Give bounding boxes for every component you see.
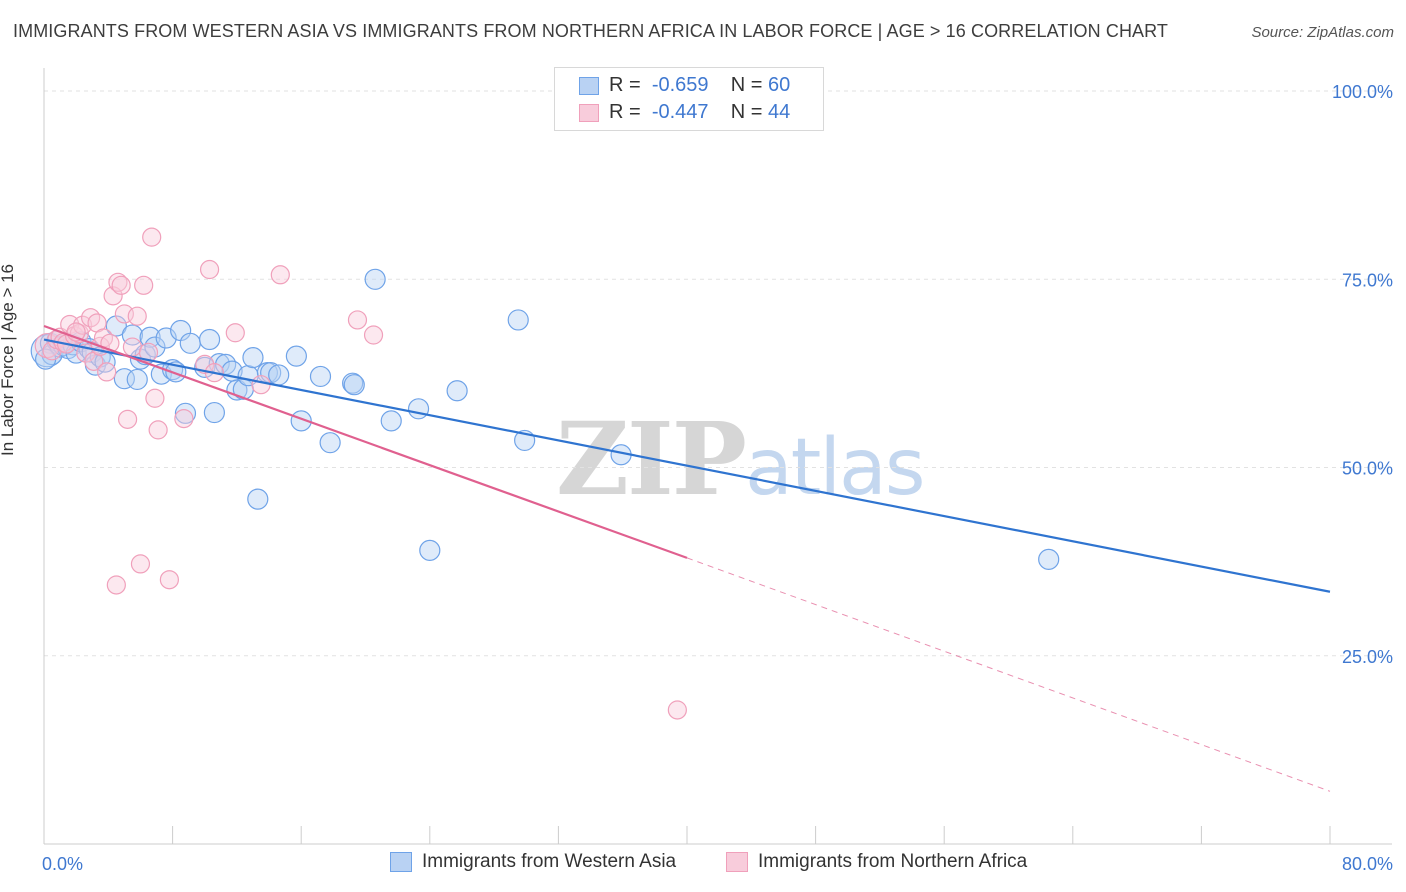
y-tick-label: 50.0% (1342, 459, 1393, 479)
bottom-legend-western-asia: Immigrants from Western Asia (390, 851, 676, 873)
legend-n-label: N = (730, 74, 763, 96)
point-northern-africa (122, 337, 143, 357)
point-western-asia (174, 402, 197, 424)
legend-row-western-asia: R = -0.659 N = 60 (579, 74, 790, 100)
bottom-legend-swatch-northern-africa (726, 851, 748, 872)
y-tick-label: 75.0% (1342, 270, 1393, 290)
point-northern-africa (159, 570, 179, 590)
point-western-asia (203, 401, 225, 424)
point-northern-africa (138, 342, 159, 362)
point-northern-africa (363, 325, 384, 345)
legend-r-value-northern-africa: -0.447 (651, 101, 709, 123)
point-western-asia (105, 315, 127, 337)
point-western-asia (139, 326, 161, 348)
point-western-asia (247, 488, 269, 510)
point-western-asia (407, 398, 430, 420)
legend-n-value-western-asia: 60 (768, 74, 791, 96)
point-northern-africa (117, 409, 138, 429)
legend-r-value-western-asia: -0.659 (651, 74, 709, 96)
chart-title: IMMIGRANTS FROM WESTERN ASIA VS IMMIGRAN… (13, 21, 1169, 41)
bottom-legend-northern-africa: Immigrants from Northern Africa (726, 851, 1027, 873)
point-western-asia (226, 379, 248, 401)
point-northern-africa (270, 265, 290, 285)
point-western-asia (343, 374, 365, 396)
point-northern-africa (195, 354, 215, 374)
point-western-asia (342, 372, 364, 394)
trend-extension-northern-africa (686, 557, 1331, 792)
point-western-asia (380, 410, 402, 432)
point-western-asia (419, 539, 441, 561)
trend-line-northern-africa (43, 324, 688, 559)
point-western-asia (1038, 548, 1060, 570)
point-western-asia (364, 268, 386, 290)
point-western-asia (268, 364, 290, 386)
bottom-legend-swatch-western-asia (390, 851, 412, 872)
point-western-asia (126, 368, 148, 391)
point-northern-africa (130, 554, 151, 574)
legend-n-label: N = (730, 101, 763, 123)
point-northern-africa (97, 362, 117, 382)
point-western-asia (144, 336, 166, 358)
legend-swatch-northern-africa (579, 103, 599, 122)
x-tick-label-min: 0.0% (42, 854, 83, 874)
legend-r-label: R = (609, 74, 641, 96)
point-northern-africa (225, 323, 245, 343)
x-tick-label-max: 80.0% (1342, 854, 1393, 874)
point-northern-africa (106, 575, 126, 595)
point-western-asia (319, 432, 341, 454)
point-northern-africa (667, 700, 687, 720)
legend-r-label: R = (609, 101, 641, 123)
point-western-asia (179, 332, 201, 354)
stats-legend: R = -0.659 N = 60 R = -0.447 N = 44 (554, 67, 824, 131)
point-western-asia (446, 380, 468, 402)
point-northern-africa (347, 310, 368, 330)
point-northern-africa (145, 388, 165, 408)
legend-n-value-northern-africa: 44 (768, 101, 791, 123)
trend-line-western-asia (43, 338, 1331, 593)
legend-swatch-western-asia (579, 76, 599, 95)
point-northern-africa (251, 375, 271, 395)
point-northern-africa (127, 306, 147, 326)
bottom-legend-label-western-asia: Immigrants from Western Asia (422, 851, 677, 872)
point-northern-africa (111, 275, 131, 295)
point-western-asia (198, 328, 221, 351)
point-northern-africa (199, 259, 220, 280)
point-northern-africa (81, 308, 101, 328)
point-western-asia (309, 365, 332, 388)
point-western-asia (285, 345, 307, 367)
point-northern-africa (108, 272, 128, 292)
point-northern-africa (174, 408, 194, 429)
y-axis-title: In Labor Force | Age > 16 (0, 263, 17, 456)
legend-row-northern-africa: R = -0.447 N = 44 (579, 101, 790, 127)
point-northern-africa (134, 275, 154, 295)
point-northern-africa (148, 420, 168, 440)
bottom-legend-label-northern-africa: Immigrants from Northern Africa (758, 851, 1028, 872)
y-tick-label: 100.0% (1332, 82, 1393, 102)
chart-source: Source: ZipAtlas.com (1251, 24, 1394, 41)
point-western-asia (242, 347, 264, 369)
point-northern-africa (142, 227, 162, 247)
y-tick-label: 25.0% (1342, 647, 1393, 667)
point-western-asia (507, 309, 529, 331)
